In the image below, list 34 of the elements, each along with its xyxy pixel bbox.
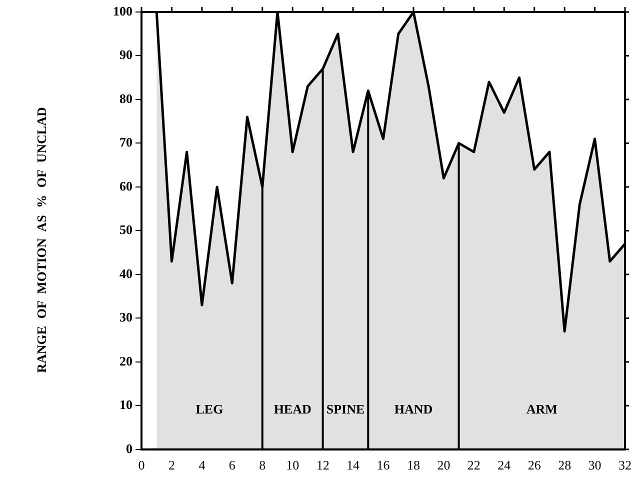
x-tick-label: 10: [286, 458, 300, 473]
y-tick-label: 90: [120, 47, 132, 62]
annotation: ARM: [526, 401, 558, 416]
y-axis-title: RANGE OF MOTION AS % OF UNCLAD: [34, 107, 50, 373]
y-tick-label: 70: [120, 134, 132, 150]
annotation: LEG: [196, 401, 224, 416]
x-tick-label: 32: [618, 458, 632, 473]
x-tick-label: 6: [228, 458, 236, 473]
y-tick-label: 40: [120, 266, 132, 281]
annotation: SPINE: [326, 401, 365, 416]
x-tick-label: 2: [168, 458, 175, 473]
x-tick-label: 8: [259, 458, 266, 473]
x-tick-label: 22: [467, 458, 480, 473]
x-tick-label: 28: [558, 458, 572, 473]
x-tick-label: 16: [376, 458, 390, 473]
annotation: HAND: [394, 401, 433, 416]
x-tick-label: 14: [346, 458, 360, 473]
y-tick-label: 100: [113, 3, 132, 18]
x-tick-label: 24: [498, 458, 512, 473]
x-tick-label: 12: [316, 458, 330, 473]
x-tick-label: 26: [528, 458, 542, 473]
annotation: HEAD: [274, 401, 312, 416]
y-tick-label: 0: [126, 440, 132, 456]
x-tick-label: 18: [406, 458, 420, 473]
y-tick-label: 10: [120, 397, 132, 412]
x-tick-label: 0: [138, 458, 145, 473]
y-tick-label: 80: [120, 90, 132, 106]
y-tick-label: 50: [120, 222, 132, 238]
x-tick-label: 30: [588, 458, 602, 473]
x-tick-label: 4: [198, 458, 206, 473]
y-tick-label: 60: [120, 178, 132, 194]
x-tick-label: 20: [437, 458, 450, 473]
y-tick-label: 20: [120, 353, 132, 368]
y-tick-label: 30: [120, 310, 132, 325]
